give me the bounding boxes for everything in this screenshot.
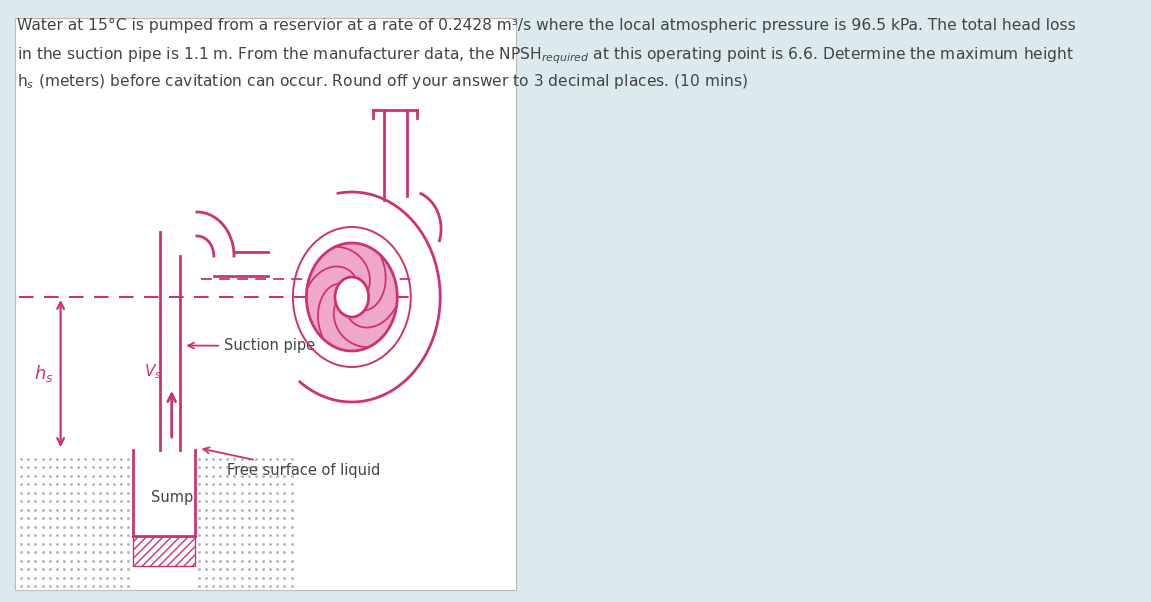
- Text: V$_s$: V$_s$: [144, 362, 162, 381]
- Text: Sump: Sump: [152, 490, 193, 505]
- Bar: [134, 536, 196, 566]
- Text: Free surface of liquid: Free surface of liquid: [204, 447, 381, 478]
- FancyBboxPatch shape: [15, 18, 516, 590]
- Text: h$_s$ (meters) before cavitation can occur. Round off your answer to 3 decimal p: h$_s$ (meters) before cavitation can occ…: [17, 72, 748, 91]
- Text: Suction pipe: Suction pipe: [189, 338, 315, 353]
- Text: h$_s$: h$_s$: [33, 363, 54, 384]
- Circle shape: [306, 243, 397, 351]
- Text: in the suction pipe is 1.1 m. From the manufacturer data, the NPSH$_{required}$ : in the suction pipe is 1.1 m. From the m…: [17, 45, 1074, 66]
- Circle shape: [335, 277, 368, 317]
- Text: Water at 15°C is pumped from a reservior at a rate of 0.2428 m³/s where the loca: Water at 15°C is pumped from a reservior…: [17, 18, 1075, 33]
